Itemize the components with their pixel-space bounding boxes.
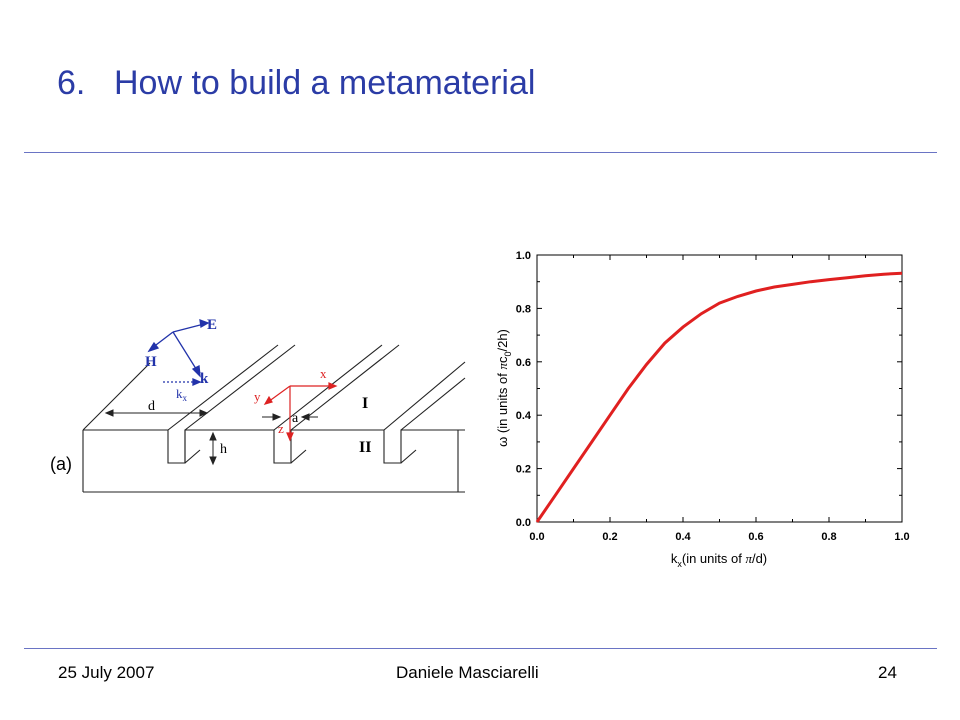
y-tick-label: 0.0 [516, 517, 531, 529]
k-label: k [200, 371, 209, 387]
dispersion-chart: 0.0 0.2 0.4 0.6 0.8 1.0 0.0 0.2 0.4 0.6 0.8 1.0 kx(… [495, 250, 910, 569]
footer-date: 25 July 2007 [58, 663, 155, 682]
y-axis-label: ω (in units of πc0/2h) [495, 329, 513, 447]
y-tick-label: 0.8 [516, 303, 531, 315]
y-tick-label: 0.4 [516, 410, 532, 422]
E-label: E [207, 317, 217, 333]
surface-profile [83, 429, 465, 464]
y-tick-label: 0.6 [516, 357, 531, 369]
x-tick-label: 0.4 [675, 531, 691, 543]
footer-divider [24, 648, 937, 649]
a-label: a [292, 411, 299, 426]
kx-label: kx [176, 386, 188, 403]
region-I-label: I [362, 395, 368, 412]
x-tick-label: 0.6 [748, 531, 763, 543]
x-tick-label: 0.2 [602, 531, 617, 543]
y-tick-label: 1.0 [516, 250, 531, 262]
footer-page-number: 24 [878, 663, 897, 682]
k-vector [172, 331, 199, 373]
region-II-label: II [359, 439, 371, 456]
slide-title-text: How to build a metamaterial [114, 64, 536, 102]
x-tick-label: 0.8 [821, 531, 836, 543]
E-vector [172, 323, 205, 333]
plot-frame [536, 254, 903, 523]
z-axis-label: z [278, 421, 284, 436]
d-label: d [148, 399, 155, 414]
h-label: h [220, 442, 227, 457]
slide-title: 6. How to build a metamaterial [57, 64, 535, 103]
panel-label: (a) [50, 454, 72, 474]
footer-author: Daniele Masciarelli [396, 663, 539, 682]
H-label: H [145, 354, 157, 370]
y-tick-label: 0.2 [516, 464, 531, 476]
x-tick-label: 0.0 [529, 531, 544, 543]
x-tick-label: 1.0 [894, 531, 909, 543]
corrugated-surface-diagram: d h a I II E H k kx x y z (a) [50, 317, 466, 493]
y-axis-arrow [267, 385, 291, 403]
dispersion-curve [535, 271, 903, 523]
x-axis-label: kx(in units of π/d) [671, 551, 767, 569]
title-divider [24, 152, 937, 153]
x-axis-label: x [320, 366, 327, 381]
y-axis-label: y [254, 389, 261, 404]
slide-number: 6. [57, 64, 86, 102]
